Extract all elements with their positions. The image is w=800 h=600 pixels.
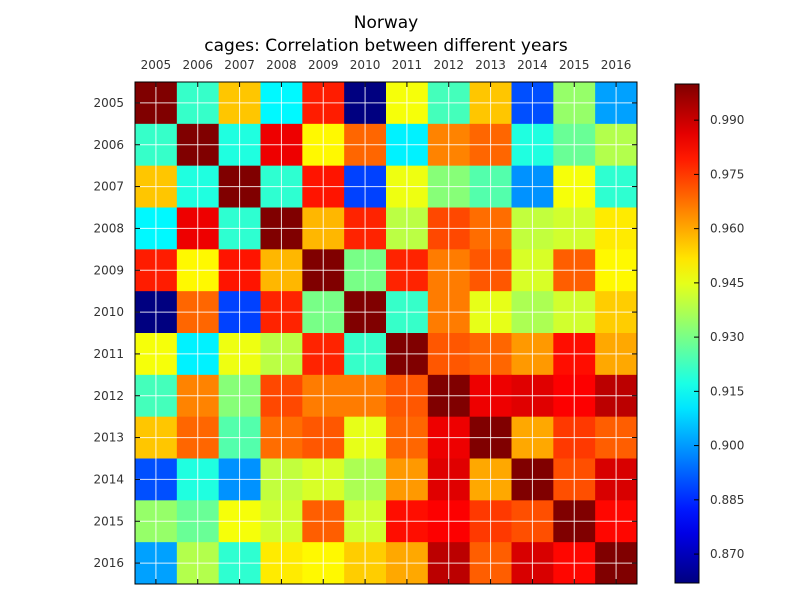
heatmap-grid: [135, 82, 637, 584]
y-tick-label: 2015: [93, 514, 124, 528]
y-tick-label: 2011: [93, 347, 124, 361]
colorbar-tick-label: 0.945: [710, 276, 744, 290]
colorbar: [674, 83, 700, 584]
x-tick-label: 2012: [433, 58, 464, 72]
colorbar-tick-label: 0.930: [710, 330, 744, 344]
x-tick-label: 2016: [601, 58, 632, 72]
x-tick-label: 2015: [559, 58, 590, 72]
y-tick-label: 2012: [93, 389, 124, 403]
y-tick-labels: 2005 2006 2007 2008 2009 2010 2011 2012 2013 2014…: [93, 96, 124, 570]
x-tick-label: 2008: [266, 58, 297, 72]
colorbar-tick-label: 0.975: [710, 167, 744, 181]
x-tick-label: 2006: [182, 58, 213, 72]
chart-subtitle: cages: Correlation between different yea…: [204, 36, 568, 56]
tick-marks: [135, 82, 637, 584]
y-tick-label: 2009: [93, 263, 124, 277]
y-tick-label: 2014: [93, 472, 124, 486]
x-tick-label: 2005: [141, 58, 172, 72]
x-tick-label: 2010: [350, 58, 381, 72]
y-tick-label: 2007: [93, 180, 124, 194]
colorbar-tick-label: 0.915: [710, 384, 744, 398]
x-tick-label: 2014: [517, 58, 548, 72]
x-tick-label: 2007: [224, 58, 255, 72]
colorbar-tick-label: 0.900: [710, 439, 744, 453]
colorbar-ticks: 0.870 0.885 0.900 0.915 0.930 0.945 0.960 0.975…: [694, 113, 744, 561]
chart-title: Norway: [354, 13, 419, 33]
y-tick-label: 2006: [93, 138, 124, 152]
colorbar-tick-label: 0.870: [710, 547, 744, 561]
x-tick-labels: 2005 2006 2007 2008 2009 2010 2011 2012 2013 2014…: [141, 58, 632, 72]
colorbar-tick-label: 0.885: [710, 493, 744, 507]
y-tick-label: 2010: [93, 305, 124, 319]
x-tick-label: 2009: [308, 58, 339, 72]
colorbar-tick-label: 0.990: [710, 113, 744, 127]
y-tick-label: 2008: [93, 221, 124, 235]
heatmap-cells: [135, 82, 638, 585]
colorbar-tick-label: 0.960: [710, 222, 744, 236]
y-tick-label: 2005: [93, 96, 124, 110]
x-tick-label: 2011: [392, 58, 423, 72]
y-tick-label: 2013: [93, 431, 124, 445]
y-tick-label: 2016: [93, 556, 124, 570]
heatmap-frame: [134, 81, 638, 585]
x-tick-label: 2013: [475, 58, 506, 72]
